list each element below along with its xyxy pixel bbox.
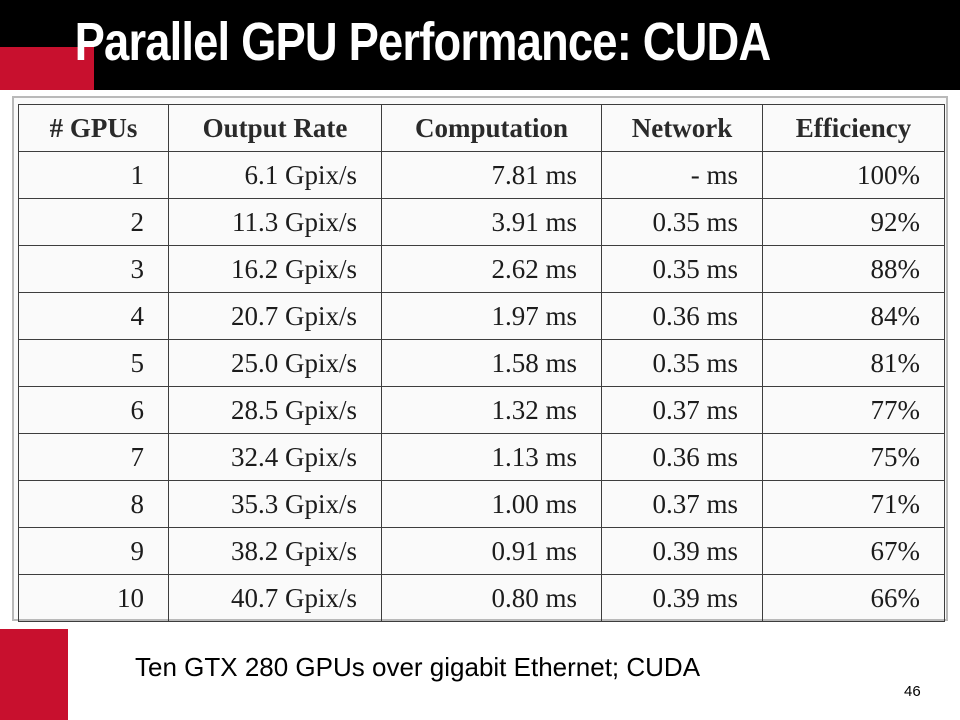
table-cell-gpus: 2 bbox=[18, 198, 169, 246]
table-cell-efficiency: 71% bbox=[762, 480, 945, 528]
table-row: 9 38.2 Gpix/s 0.91 ms 0.39 ms 67% bbox=[18, 527, 945, 575]
column-header-network: Network bbox=[601, 104, 763, 152]
column-header-output-rate: Output Rate bbox=[168, 104, 382, 152]
table-cell-efficiency: 77% bbox=[762, 386, 945, 434]
table-cell-computation: 7.81 ms bbox=[381, 151, 602, 199]
table-cell-network: 0.35 ms bbox=[601, 245, 763, 293]
table-cell-computation: 0.80 ms bbox=[381, 574, 602, 622]
table-row: 7 32.4 Gpix/s 1.13 ms 0.36 ms 75% bbox=[18, 433, 945, 481]
table-cell-output-rate: 20.7 Gpix/s bbox=[168, 292, 382, 340]
table-row: 4 20.7 Gpix/s 1.97 ms 0.36 ms 84% bbox=[18, 292, 945, 340]
table-cell-output-rate: 38.2 Gpix/s bbox=[168, 527, 382, 575]
footer-red-accent bbox=[0, 629, 68, 720]
table-cell-network: - ms bbox=[601, 151, 763, 199]
table-cell-efficiency: 100% bbox=[762, 151, 945, 199]
table-cell-efficiency: 88% bbox=[762, 245, 945, 293]
table-row: 1 6.1 Gpix/s 7.81 ms - ms 100% bbox=[18, 151, 945, 199]
table-cell-output-rate: 25.0 Gpix/s bbox=[168, 339, 382, 387]
table-row: 10 40.7 Gpix/s 0.80 ms 0.39 ms 66% bbox=[18, 574, 945, 622]
table-cell-gpus: 10 bbox=[18, 574, 169, 622]
table-cell-computation: 0.91 ms bbox=[381, 527, 602, 575]
table-header-row: # GPUs Output Rate Computation Network E… bbox=[18, 104, 945, 152]
column-header-efficiency: Efficiency bbox=[762, 104, 945, 152]
table-cell-computation: 1.97 ms bbox=[381, 292, 602, 340]
performance-table: # GPUs Output Rate Computation Network E… bbox=[18, 104, 945, 622]
table-cell-network: 0.35 ms bbox=[601, 198, 763, 246]
table-cell-efficiency: 67% bbox=[762, 527, 945, 575]
table-cell-network: 0.39 ms bbox=[601, 574, 763, 622]
table-cell-efficiency: 75% bbox=[762, 433, 945, 481]
table-row: 2 11.3 Gpix/s 3.91 ms 0.35 ms 92% bbox=[18, 198, 945, 246]
table-cell-gpus: 1 bbox=[18, 151, 169, 199]
table-cell-output-rate: 40.7 Gpix/s bbox=[168, 574, 382, 622]
table-cell-efficiency: 66% bbox=[762, 574, 945, 622]
table-cell-output-rate: 35.3 Gpix/s bbox=[168, 480, 382, 528]
table-cell-computation: 3.91 ms bbox=[381, 198, 602, 246]
column-header-computation: Computation bbox=[381, 104, 602, 152]
table-cell-network: 0.39 ms bbox=[601, 527, 763, 575]
page-number: 46 bbox=[904, 683, 921, 700]
table-cell-efficiency: 84% bbox=[762, 292, 945, 340]
table-cell-output-rate: 28.5 Gpix/s bbox=[168, 386, 382, 434]
table-cell-network: 0.37 ms bbox=[601, 480, 763, 528]
table-cell-computation: 1.32 ms bbox=[381, 386, 602, 434]
table-cell-gpus: 8 bbox=[18, 480, 169, 528]
table-row: 8 35.3 Gpix/s 1.00 ms 0.37 ms 71% bbox=[18, 480, 945, 528]
table-cell-computation: 2.62 ms bbox=[381, 245, 602, 293]
column-header-gpus: # GPUs bbox=[18, 104, 169, 152]
table-cell-gpus: 3 bbox=[18, 245, 169, 293]
table-cell-output-rate: 16.2 Gpix/s bbox=[168, 245, 382, 293]
table-cell-gpus: 5 bbox=[18, 339, 169, 387]
table-cell-network: 0.36 ms bbox=[601, 433, 763, 481]
table-cell-network: 0.35 ms bbox=[601, 339, 763, 387]
table-cell-computation: 1.13 ms bbox=[381, 433, 602, 481]
table-cell-computation: 1.00 ms bbox=[381, 480, 602, 528]
table-cell-network: 0.36 ms bbox=[601, 292, 763, 340]
table-cell-gpus: 4 bbox=[18, 292, 169, 340]
table-cell-output-rate: 6.1 Gpix/s bbox=[168, 151, 382, 199]
table-row: 3 16.2 Gpix/s 2.62 ms 0.35 ms 88% bbox=[18, 245, 945, 293]
table-cell-network: 0.37 ms bbox=[601, 386, 763, 434]
slide-caption: Ten GTX 280 GPUs over gigabit Ethernet; … bbox=[135, 652, 701, 682]
table-cell-gpus: 9 bbox=[18, 527, 169, 575]
table-cell-output-rate: 32.4 Gpix/s bbox=[168, 433, 382, 481]
table-row: 6 28.5 Gpix/s 1.32 ms 0.37 ms 77% bbox=[18, 386, 945, 434]
header-bar bbox=[0, 0, 960, 90]
table-row: 5 25.0 Gpix/s 1.58 ms 0.35 ms 81% bbox=[18, 339, 945, 387]
header-red-accent bbox=[0, 47, 94, 90]
table-cell-gpus: 6 bbox=[18, 386, 169, 434]
table-cell-computation: 1.58 ms bbox=[381, 339, 602, 387]
table-cell-gpus: 7 bbox=[18, 433, 169, 481]
table-cell-output-rate: 11.3 Gpix/s bbox=[168, 198, 382, 246]
table-cell-efficiency: 92% bbox=[762, 198, 945, 246]
table-cell-efficiency: 81% bbox=[762, 339, 945, 387]
table-body: 1 6.1 Gpix/s 7.81 ms - ms 100% 2 11.3 Gpix/s 3.… bbox=[18, 151, 945, 622]
slide-title: Parallel GPU Performance: CUDA bbox=[74, 12, 772, 72]
